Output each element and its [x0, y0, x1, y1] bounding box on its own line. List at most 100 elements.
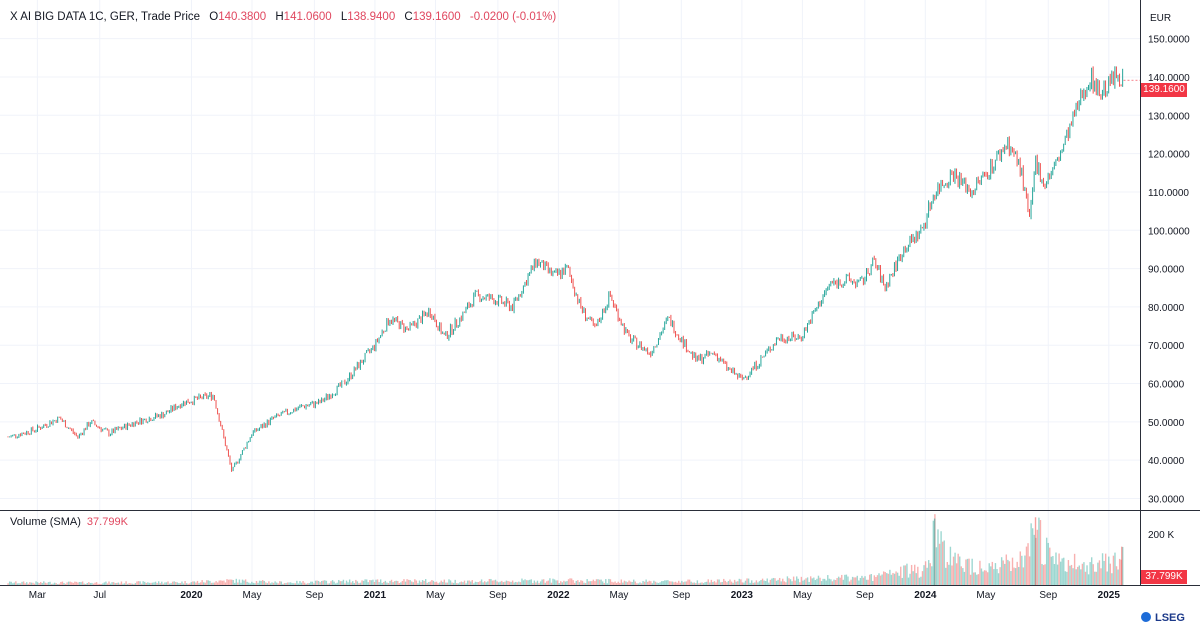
volume-bar — [348, 579, 351, 585]
volume-bar — [1083, 562, 1085, 585]
volume-bar — [640, 583, 643, 585]
volume-bar — [22, 581, 25, 585]
volume-bar — [960, 566, 962, 585]
volume-bar — [1077, 566, 1079, 585]
volume-bar — [792, 576, 795, 585]
volume-bar — [608, 578, 610, 585]
volume-bar — [80, 582, 82, 585]
volume-bar — [651, 583, 654, 585]
volume-bar — [195, 582, 197, 585]
volume-bar — [479, 581, 481, 585]
volume-bar — [601, 581, 604, 585]
y-tick-label: 130.0000 — [1148, 111, 1190, 122]
volume-bar — [423, 580, 425, 585]
volume-bar — [234, 582, 236, 585]
volume-bar — [892, 572, 894, 585]
y-tick-label: 50.0000 — [1148, 418, 1185, 429]
volume-bar — [901, 577, 903, 585]
volume-bar — [381, 582, 383, 585]
volume-bar — [1108, 556, 1110, 585]
volume-bar — [465, 583, 467, 585]
volume-bar — [35, 581, 37, 585]
volume-bar — [1064, 571, 1067, 585]
volume-bar — [426, 582, 428, 585]
volume-bar — [33, 583, 36, 585]
volume-bar — [352, 581, 354, 585]
volume-bar — [277, 583, 279, 585]
volume-bar — [409, 580, 411, 585]
volume-bar — [881, 574, 883, 585]
volume-bar — [299, 581, 301, 585]
volume-bar — [176, 582, 179, 585]
volume-bar — [896, 572, 899, 585]
y-tick-label: 120.0000 — [1148, 150, 1190, 161]
x-tick-label: Sep — [305, 590, 323, 601]
volume-bar — [404, 581, 407, 585]
volume-bar — [777, 579, 779, 585]
volume-bar — [921, 571, 924, 585]
x-tick-label: Sep — [1039, 590, 1057, 601]
x-tick-label: Mar — [29, 590, 47, 601]
volume-bar — [98, 583, 101, 585]
volume-bar — [1101, 553, 1104, 585]
volume-bar — [955, 563, 958, 585]
volume-bar — [476, 582, 478, 585]
volume-bar — [945, 567, 947, 585]
volume-bar — [474, 581, 477, 585]
volume-bar — [830, 579, 832, 585]
volume-bar — [850, 579, 852, 585]
volume-bar — [308, 583, 310, 585]
volume-bar — [817, 575, 820, 585]
volume-bar — [751, 580, 753, 585]
volume-bar — [387, 582, 390, 585]
volume-bar — [508, 581, 511, 585]
volume-bar — [398, 583, 401, 585]
volume-bar — [216, 582, 219, 585]
volume-bar — [505, 580, 508, 585]
volume-bar — [1122, 546, 1124, 585]
volume-bar — [428, 582, 430, 585]
volume-bar — [412, 582, 414, 585]
volume-bar — [895, 571, 897, 585]
volume-bar — [407, 579, 410, 585]
volume-bar — [165, 582, 168, 585]
volume-bar — [487, 581, 489, 585]
volume-bar — [522, 580, 525, 585]
volume-bar — [462, 582, 464, 585]
volume-bar — [362, 580, 365, 585]
volume-bar — [316, 580, 318, 585]
volume-bar — [671, 581, 674, 585]
volume-bar — [112, 582, 115, 585]
volume-bar — [109, 583, 112, 585]
volume-bar — [400, 582, 402, 585]
volume-bar — [1028, 556, 1031, 585]
volume-bar — [142, 581, 144, 585]
volume-bar — [201, 580, 203, 585]
volume-bar — [91, 582, 93, 585]
volume-bar — [372, 579, 374, 585]
brand-logo[interactable]: LSEG — [1141, 612, 1185, 624]
high-value: 141.0600 — [283, 11, 332, 23]
volume-bar — [192, 581, 194, 585]
volume-bar — [356, 581, 359, 585]
volume-bar — [954, 552, 956, 585]
volume-bar — [213, 582, 216, 585]
volume-bar — [499, 581, 501, 585]
volume-bar — [1078, 565, 1080, 585]
volume-bar — [1084, 571, 1087, 585]
volume-bar — [358, 583, 360, 585]
volume-bar — [415, 580, 418, 585]
volume-bar — [726, 582, 728, 585]
volume-bar — [973, 572, 975, 585]
volume-bar — [1115, 566, 1118, 585]
volume-bar — [927, 560, 930, 585]
volume-bar — [1016, 561, 1018, 585]
volume-bar — [971, 558, 973, 585]
volume-bar — [831, 581, 834, 585]
volume-bar — [1000, 557, 1003, 585]
volume-bar — [856, 575, 858, 585]
volume-bar — [1073, 553, 1076, 585]
volume-bar — [848, 581, 851, 585]
